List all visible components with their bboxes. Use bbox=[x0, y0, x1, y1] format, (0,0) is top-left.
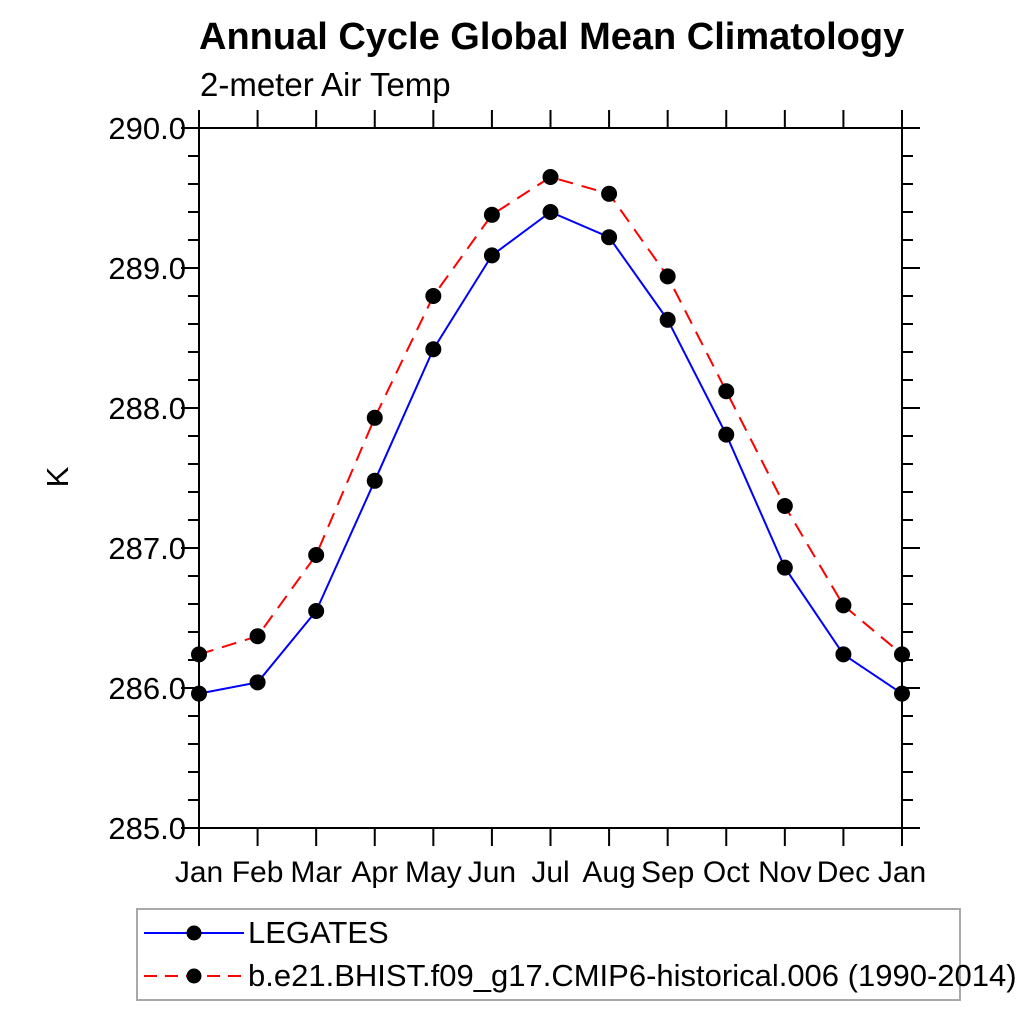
legend-label-model: b.e21.BHIST.f09_g17.CMIP6-historical.006… bbox=[248, 958, 1017, 994]
data-point bbox=[425, 288, 442, 304]
data-point bbox=[894, 646, 910, 663]
x-tick-label: Oct bbox=[703, 856, 750, 889]
data-point bbox=[308, 603, 325, 619]
data-point bbox=[776, 559, 793, 576]
y-tick-label: 289.0 bbox=[108, 251, 186, 286]
legend-box: LEGATES b.e21.BHIST.f09_g17.CMIP6-histor… bbox=[136, 908, 1017, 1001]
x-tick-label: Feb bbox=[232, 856, 284, 889]
axis-ticks bbox=[181, 110, 920, 846]
y-axis-tick-labels: 285.0 286.0 287.0 288.0 289.0 290.0 bbox=[108, 111, 186, 846]
legend-line-sample-dashed-icon bbox=[144, 968, 244, 984]
x-tick-label: Aug bbox=[582, 856, 635, 889]
y-tick-label: 285.0 bbox=[108, 811, 186, 846]
data-point bbox=[542, 204, 559, 220]
data-point bbox=[776, 498, 793, 514]
x-tick-label: Jan bbox=[878, 856, 926, 889]
x-tick-label: Jan bbox=[175, 856, 223, 889]
data-point bbox=[659, 311, 676, 328]
data-point bbox=[718, 426, 735, 443]
y-tick-label: 287.0 bbox=[108, 531, 186, 566]
data-point bbox=[249, 674, 266, 691]
x-tick-label: May bbox=[405, 856, 462, 889]
y-axis-title: K bbox=[40, 466, 75, 487]
x-axis-tick-labels: Jan Feb Mar Apr May Jun Jul Aug Sep Oct Nov Dec Jan bbox=[175, 856, 926, 889]
data-point bbox=[718, 383, 735, 400]
data-point bbox=[483, 206, 500, 223]
y-tick-label: 286.0 bbox=[108, 671, 186, 706]
x-tick-label: Sep bbox=[641, 856, 694, 889]
axis-frame bbox=[198, 127, 903, 829]
chart-title: Annual Cycle Global Mean Climatology bbox=[199, 16, 905, 58]
data-point bbox=[483, 247, 500, 264]
data-point bbox=[835, 597, 852, 614]
data-point bbox=[542, 169, 559, 185]
data-point bbox=[835, 646, 852, 663]
data-point bbox=[308, 547, 325, 563]
x-tick-label: Jul bbox=[531, 856, 569, 889]
data-point bbox=[366, 409, 383, 426]
legend-label-legates: LEGATES bbox=[248, 914, 389, 950]
series-line-0 bbox=[198, 210, 903, 695]
series-markers-1 bbox=[191, 169, 910, 663]
y-tick-label: 290.0 bbox=[108, 111, 186, 146]
x-tick-label: Mar bbox=[290, 856, 342, 889]
data-point bbox=[601, 185, 618, 202]
data-point bbox=[191, 685, 207, 702]
series-markers-0 bbox=[191, 204, 910, 702]
series-line-1 bbox=[198, 175, 903, 656]
x-tick-label: Jun bbox=[468, 856, 516, 889]
data-point bbox=[894, 685, 910, 702]
data-point bbox=[249, 628, 266, 645]
data-point bbox=[366, 472, 383, 489]
x-tick-label: Dec bbox=[817, 856, 870, 889]
data-point bbox=[191, 646, 207, 663]
data-point bbox=[601, 229, 618, 246]
data-point bbox=[425, 341, 442, 358]
chart-subtitle: 2-meter Air Temp bbox=[200, 66, 451, 103]
legend-row-model: b.e21.BHIST.f09_g17.CMIP6-historical.006… bbox=[142, 955, 1017, 997]
legend-row-legates: LEGATES bbox=[142, 912, 959, 954]
x-tick-label: Nov bbox=[758, 856, 811, 889]
data-point bbox=[659, 268, 676, 285]
x-tick-label: Apr bbox=[351, 856, 398, 889]
y-tick-label: 288.0 bbox=[108, 391, 186, 426]
legend-line-sample-solid-icon bbox=[144, 925, 244, 941]
